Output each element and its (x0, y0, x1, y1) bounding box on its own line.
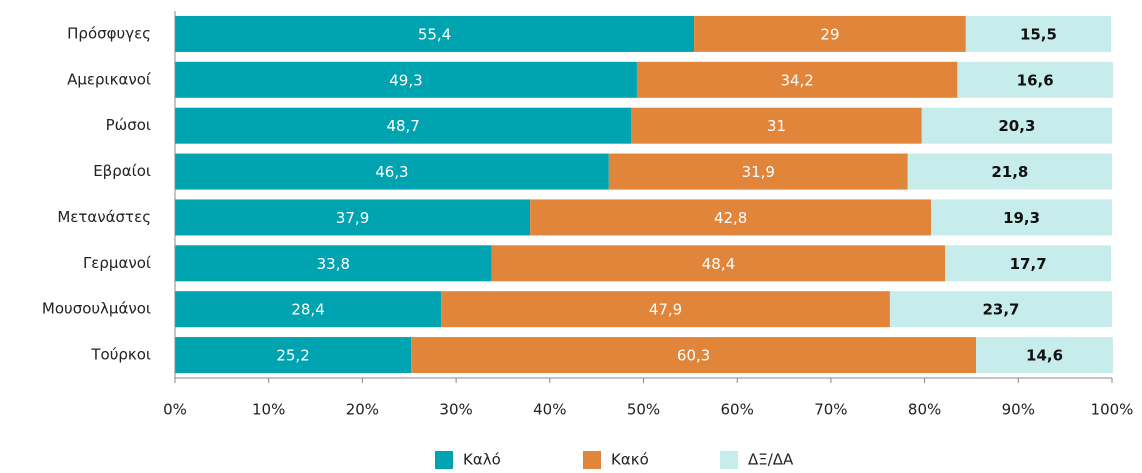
y-tick-label: Μετανάστες (57, 208, 151, 226)
legend-swatch (720, 451, 738, 469)
data-label: 17,7 (1010, 255, 1047, 273)
x-tick-label: 60% (721, 401, 754, 419)
data-label: 20,3 (998, 117, 1035, 135)
x-tick-label: 0% (163, 401, 187, 419)
bar-segment (976, 337, 1113, 374)
bar-segment (175, 153, 609, 190)
y-tick-label: Πρόσφυγες (67, 24, 151, 42)
bar-segment (608, 153, 908, 190)
bar-segment (175, 291, 442, 328)
bar-segment (175, 15, 695, 52)
data-label: 33,8 (317, 255, 350, 273)
data-label: 60,3 (677, 347, 710, 365)
y-tick-label: Γερμανοί (83, 254, 151, 272)
x-tick-label: 30% (439, 401, 472, 419)
legend-swatch (435, 451, 453, 469)
x-tick-label: 100% (1091, 401, 1134, 419)
data-label: 49,3 (389, 71, 422, 89)
bar-segment (636, 61, 958, 98)
data-label: 28,4 (291, 301, 324, 319)
bar-segment (175, 61, 637, 98)
data-label: 48,4 (702, 255, 735, 273)
bar-segment (175, 245, 492, 282)
y-tick-label: Εβραίοι (93, 162, 151, 180)
bar-segment (411, 337, 977, 374)
bar-segment (889, 291, 1112, 328)
legend-label: Καλό (463, 451, 501, 469)
data-label: 21,8 (991, 163, 1028, 181)
data-label: 19,3 (1003, 209, 1040, 227)
bar-segment (175, 337, 412, 374)
data-label: 31,9 (742, 163, 775, 181)
y-tick-label: Μουσουλμάνοι (42, 300, 151, 318)
data-label: 46,3 (375, 163, 408, 181)
x-tick-label: 10% (252, 401, 285, 419)
bar-segment (945, 245, 1112, 282)
data-label: 25,2 (276, 347, 309, 365)
x-tick-label: 20% (346, 401, 379, 419)
x-tick-label: 50% (627, 401, 660, 419)
data-label: 16,6 (1017, 71, 1054, 89)
x-tick-label: 70% (814, 401, 847, 419)
legend-label: Κακό (611, 451, 649, 469)
data-label: 29 (820, 25, 839, 43)
data-label: 37,9 (336, 209, 369, 227)
bar-segment (175, 107, 632, 144)
data-label: 31 (767, 117, 786, 135)
y-tick-label: Ρώσοι (106, 116, 151, 134)
data-label: 48,7 (386, 117, 419, 135)
x-tick-label: 80% (908, 401, 941, 419)
data-label: 42,8 (714, 209, 747, 227)
bar-segment (921, 107, 1112, 144)
bar-segment (175, 199, 531, 236)
y-tick-label: Αμερικανοί (67, 70, 151, 88)
bar-segment (491, 245, 946, 282)
bar-segment (931, 199, 1112, 236)
data-label: 23,7 (982, 301, 1019, 319)
bar-segment (694, 15, 966, 52)
bar-segment (631, 107, 922, 144)
bar-segment (530, 199, 932, 236)
bar-segment (441, 291, 890, 328)
data-label: 47,9 (649, 301, 682, 319)
data-label: 14,6 (1026, 347, 1063, 365)
legend-label: ΔΞ/ΔΑ (748, 451, 794, 469)
bar-segment (957, 61, 1113, 98)
x-tick-label: 40% (533, 401, 566, 419)
bar-segment (907, 153, 1112, 190)
bar-segment (965, 15, 1112, 52)
data-label: 15,5 (1020, 25, 1057, 43)
x-tick-label: 90% (1002, 401, 1035, 419)
legend-swatch (583, 451, 601, 469)
data-label: 34,2 (780, 71, 813, 89)
y-tick-label: Τούρκοι (90, 346, 151, 364)
data-label: 55,4 (418, 25, 451, 43)
